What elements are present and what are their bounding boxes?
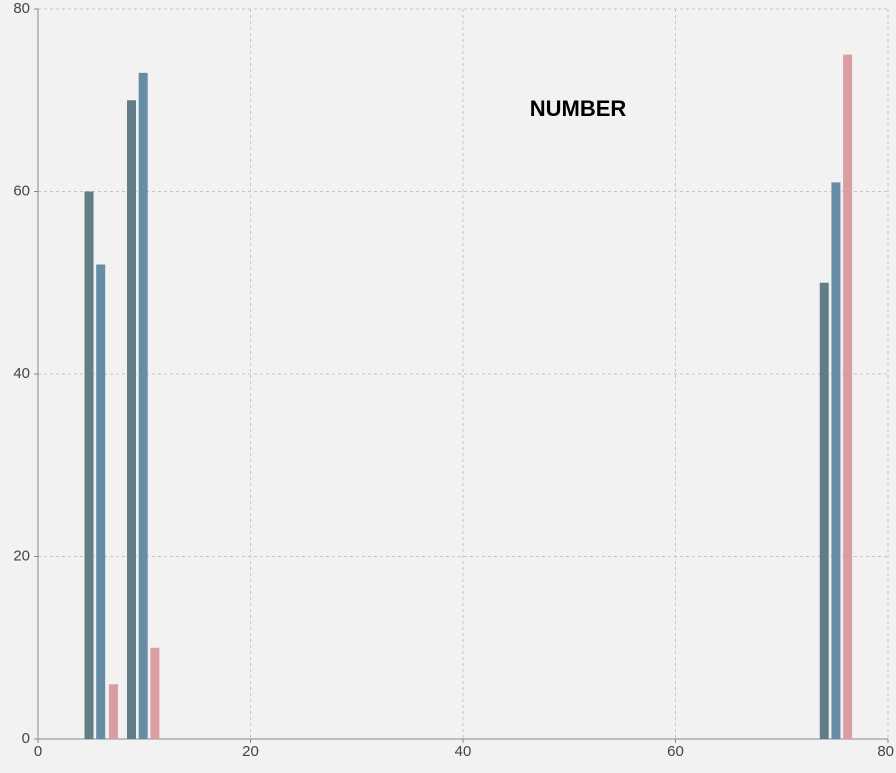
- bar: [819, 282, 829, 739]
- bar: [150, 647, 160, 739]
- bar: [843, 54, 853, 739]
- x-tick-label: 20: [242, 743, 259, 760]
- y-tick-label: 40: [13, 365, 30, 382]
- bar: [138, 72, 148, 739]
- x-tick-label: 0: [34, 743, 42, 760]
- y-tick-label: 60: [13, 182, 30, 199]
- y-tick-label: 20: [13, 547, 30, 564]
- x-tick-label: 80: [877, 743, 894, 760]
- bar: [84, 191, 94, 739]
- x-tick-label: 60: [667, 743, 684, 760]
- x-tick-label: 40: [455, 743, 472, 760]
- bar: [108, 684, 118, 739]
- y-tick-label: 0: [22, 730, 30, 747]
- bar: [127, 100, 136, 739]
- bar: [831, 182, 841, 739]
- y-tick-label: 80: [13, 0, 30, 17]
- chart-title: NUMBER: [530, 96, 627, 121]
- bar: [96, 264, 106, 739]
